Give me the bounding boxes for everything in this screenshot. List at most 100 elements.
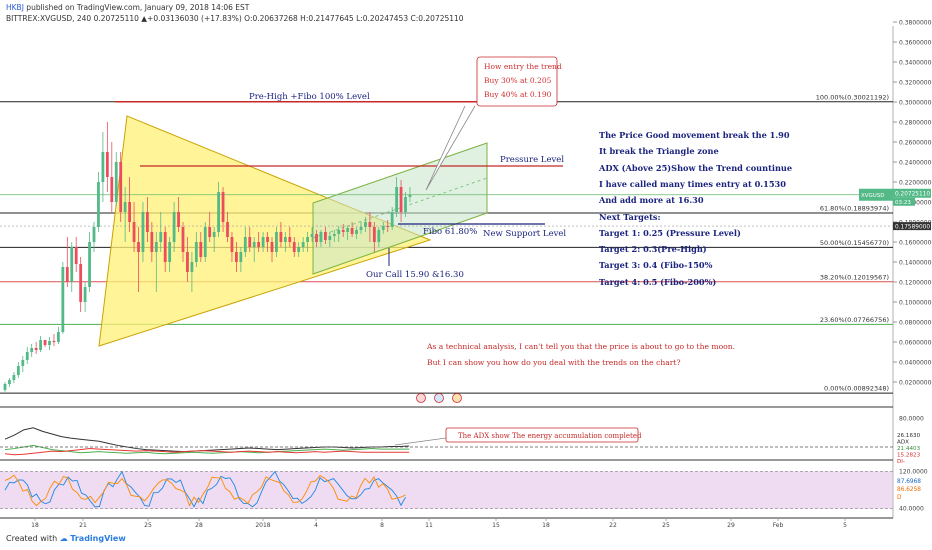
entry-1: Buy 30% at 0.205 bbox=[484, 76, 552, 85]
candle-body bbox=[341, 230, 345, 232]
moon-line-1: As a technical analysis, I can't tell yo… bbox=[427, 342, 736, 351]
candle-body bbox=[364, 222, 367, 227]
candle-body bbox=[8, 380, 11, 384]
tradingview-link[interactable]: TradingView bbox=[70, 534, 126, 543]
candle-body bbox=[279, 232, 283, 242]
price-tick-label: 0.30000000 bbox=[899, 99, 932, 106]
candle-body bbox=[137, 242, 140, 252]
candle-body bbox=[377, 230, 381, 242]
time-tick-label: 21 bbox=[79, 522, 87, 529]
di-minus-line bbox=[4, 448, 410, 456]
candle-body bbox=[310, 234, 314, 237]
level-0.1759-box bbox=[893, 222, 931, 231]
candle-body bbox=[48, 341, 51, 345]
note-line: And add more at 16.30 bbox=[599, 195, 704, 206]
candle-body bbox=[328, 236, 332, 240]
level-0.1759-value: 0.17589000 bbox=[895, 224, 930, 230]
candle-body bbox=[123, 202, 127, 212]
price-tick-label: 0.06000000 bbox=[899, 339, 932, 346]
candle-body bbox=[163, 232, 167, 262]
prehigh-label: Pre-High +Fibo 100% Level bbox=[249, 92, 370, 102]
candle-body bbox=[324, 232, 327, 240]
time-tick-label: 22 bbox=[609, 522, 617, 529]
candle-body bbox=[30, 348, 34, 352]
tradingview-cloud-icon: ☁ bbox=[59, 534, 68, 543]
candle-body bbox=[12, 375, 16, 380]
candle-body bbox=[368, 222, 372, 227]
adx-value-label: 26.1630 bbox=[897, 433, 921, 439]
grid bbox=[0, 26, 894, 519]
rsi-value-label: D bbox=[897, 495, 902, 501]
author-link[interactable]: HKBJ bbox=[6, 3, 24, 12]
last-price-time: 03:23 bbox=[895, 200, 911, 206]
entry-title: How entry the trend bbox=[484, 62, 562, 71]
candle-body bbox=[337, 230, 341, 234]
candle-body bbox=[39, 340, 42, 350]
candle-body bbox=[261, 237, 265, 247]
candle-body bbox=[97, 182, 100, 227]
candle-body bbox=[212, 232, 216, 237]
candle-body bbox=[408, 195, 412, 197]
price-tick-label: 0.38000000 bbox=[899, 19, 932, 26]
last-price-box bbox=[859, 188, 893, 201]
note-line: I have called many times entry at 0.1530 bbox=[599, 178, 786, 189]
candle-body bbox=[154, 242, 158, 252]
price-tick-label: 0.08000000 bbox=[899, 319, 932, 326]
entry-callout-box bbox=[476, 56, 558, 107]
candle-body bbox=[301, 242, 305, 247]
last-price-value-box bbox=[893, 188, 931, 198]
time-tick-label: 11 bbox=[425, 522, 433, 529]
di-plus-line bbox=[4, 444, 410, 455]
event-icon bbox=[452, 393, 462, 403]
candle-body bbox=[235, 252, 238, 262]
last-price-time-box bbox=[893, 197, 915, 206]
note-line: Target 3: 0.4 (Fibo-150% bbox=[599, 260, 713, 271]
publish-line: HKBJ published on TradingView.com, Janua… bbox=[6, 3, 249, 12]
candle-body bbox=[386, 226, 390, 227]
price-tick-label: 0.02000000 bbox=[899, 379, 932, 386]
candle-body bbox=[381, 226, 385, 230]
candle-body bbox=[283, 237, 287, 242]
candle-body bbox=[79, 264, 83, 302]
price-axis: 0.02000000 0.04000000 0.06000000 0.08000000… bbox=[859, 19, 932, 386]
adx-note-box bbox=[445, 427, 639, 443]
candle-body bbox=[110, 177, 114, 202]
candle-body bbox=[43, 340, 47, 345]
candle-body bbox=[3, 384, 7, 390]
candle-body bbox=[150, 232, 154, 252]
note-line: Target 2: 0.3(Pre-High) bbox=[599, 244, 707, 255]
drawings-front bbox=[416, 56, 558, 403]
time-tick-label: 29 bbox=[727, 522, 735, 529]
candle-body bbox=[190, 262, 194, 272]
candle-body bbox=[105, 152, 109, 177]
candle-body bbox=[243, 237, 247, 252]
candle-body bbox=[21, 360, 25, 366]
publish-text: published on TradingView.com, January 09… bbox=[23, 3, 250, 12]
time-tick-label: 25 bbox=[662, 522, 670, 529]
candle-body bbox=[159, 232, 163, 242]
candle-body bbox=[168, 242, 172, 262]
time-tick-label: 15 bbox=[492, 522, 500, 529]
candle-body bbox=[252, 242, 256, 247]
price-tick-label: 0.26000000 bbox=[899, 139, 932, 146]
price-tick-label: 0.14000000 bbox=[899, 259, 932, 266]
candle-body bbox=[83, 287, 87, 302]
candle-body bbox=[16, 366, 20, 375]
time-axis: 18 21 25 28 2018 4 8 11 15 18 22 25 29 Feb 5 bbox=[31, 518, 847, 529]
candle-body bbox=[404, 197, 407, 212]
candle-body bbox=[70, 247, 74, 282]
candle-body bbox=[270, 242, 274, 252]
price-tick-label: 0.22000000 bbox=[899, 179, 932, 186]
time-tick-label: 8 bbox=[380, 522, 384, 529]
candle-body bbox=[34, 348, 38, 350]
candle-body bbox=[114, 162, 118, 202]
ourcall-label: Our Call 15.90 &16.30 bbox=[366, 270, 464, 280]
candle-body bbox=[346, 228, 350, 232]
rsi-tick-label: 40.0000 bbox=[899, 506, 924, 513]
candle-body bbox=[181, 227, 185, 252]
time-tick-label: 25 bbox=[144, 522, 152, 529]
note-line: It break the Triangle zone bbox=[599, 146, 719, 157]
candle-body bbox=[226, 222, 229, 237]
